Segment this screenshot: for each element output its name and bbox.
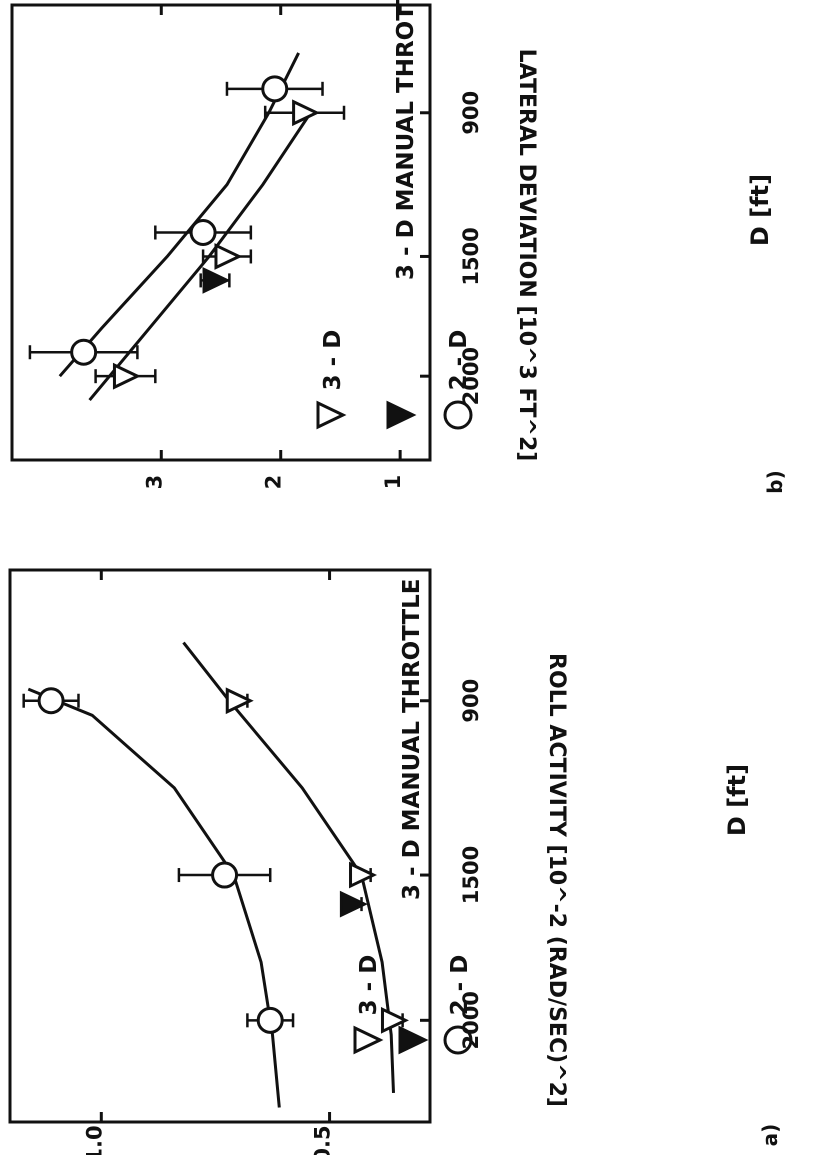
panel-a-xtick-label-3: 2000 bbox=[459, 991, 483, 1049]
panel-b-series-1-point-2 bbox=[214, 243, 243, 270]
panel-b-fit-curve-2 bbox=[58, 52, 300, 378]
panel-a-series-3-point-1 bbox=[37, 687, 65, 715]
panel-b-xtick-label-2: 1500 bbox=[459, 227, 483, 285]
panel-a-xtick-label-2: 1500 bbox=[459, 846, 483, 904]
panel-b-series-3-point-1 bbox=[261, 75, 289, 103]
legend-a-item-3: 2 - D bbox=[447, 955, 473, 1016]
panel-a-series-1-point-1 bbox=[225, 687, 254, 715]
legend-a-open-circle-icon bbox=[443, 1025, 473, 1055]
panel-a-label: a) bbox=[758, 1124, 782, 1147]
legend-b-item-3: 2 - D bbox=[446, 330, 472, 391]
legend-a-item-2: 3 - D MANUAL THROTTLE bbox=[399, 578, 425, 900]
panel-a-series-1-point-2 bbox=[349, 861, 377, 889]
panel-a-xtick-label-1: 900 bbox=[459, 679, 483, 723]
panel-b-ytick-label-2: 2 bbox=[262, 475, 286, 490]
panel-a-ylabel: ROLL ACTIVITY [10^-2 (RAD/SEC)^2] bbox=[544, 653, 569, 1107]
panel-b-series-2-point-1 bbox=[202, 267, 231, 294]
panel-b-series-1-point-1 bbox=[292, 99, 321, 127]
legend-b-item-2: 3 - D MANUAL THROTTLE bbox=[393, 0, 419, 280]
panel-b-ylabel: LATERAL DEVIATION [10^3 FT^2] bbox=[514, 49, 539, 462]
panel-a-frame bbox=[8, 568, 432, 1124]
legend-a-open-triangle-icon bbox=[353, 1025, 384, 1055]
panel-b-series-3-point-3 bbox=[70, 338, 98, 366]
panel-b-legend: 3 - D 3 - D MANUAL THROTTLE 2 - D bbox=[316, 0, 473, 430]
panel-a-ytick-1: 0.5 bbox=[311, 1125, 335, 1155]
legend-a-filled-triangle-icon bbox=[398, 1025, 429, 1055]
panel-a-series-3-point-3 bbox=[256, 1006, 284, 1034]
legend-b-item-1: 3 - D bbox=[320, 330, 346, 391]
legend-b-filled-triangle-icon bbox=[386, 400, 417, 430]
legend-b-open-circle-icon bbox=[443, 400, 473, 430]
panel-b-label: b) bbox=[763, 470, 787, 493]
legend-a-item-1: 3 - D bbox=[356, 955, 382, 1016]
panel-a-series-3-point-2 bbox=[211, 861, 239, 889]
panel-b-ytick-label-1: 1 bbox=[381, 475, 405, 490]
panel-b-series-3-point-2 bbox=[189, 219, 217, 246]
panel-a-ytick-2: 1.0 bbox=[82, 1125, 106, 1155]
panel-b-xtick-label-1: 900 bbox=[459, 91, 483, 135]
panel-b-fit-curve-1 bbox=[88, 111, 312, 402]
legend-b-open-triangle-icon bbox=[316, 400, 347, 430]
panel-b-xtick-label-3: 2000 bbox=[459, 347, 483, 405]
panel-a-series-2-point-1 bbox=[339, 890, 368, 918]
panel-b-xlabel: D [ft] bbox=[746, 174, 774, 246]
panel-b-ytick-label-3: 3 bbox=[142, 475, 166, 490]
panel-b-frame bbox=[10, 3, 432, 462]
panel-a-fit-curve-2 bbox=[27, 687, 281, 1108]
panel-a-legend: 3 - D 3 - D MANUAL THROTTLE 2 - D bbox=[353, 578, 473, 1055]
panel-a-series-1-point-3 bbox=[380, 1006, 409, 1034]
panel-a-xlabel: D [ft] bbox=[723, 764, 751, 836]
panel-b-series-1-point-3 bbox=[112, 362, 141, 390]
